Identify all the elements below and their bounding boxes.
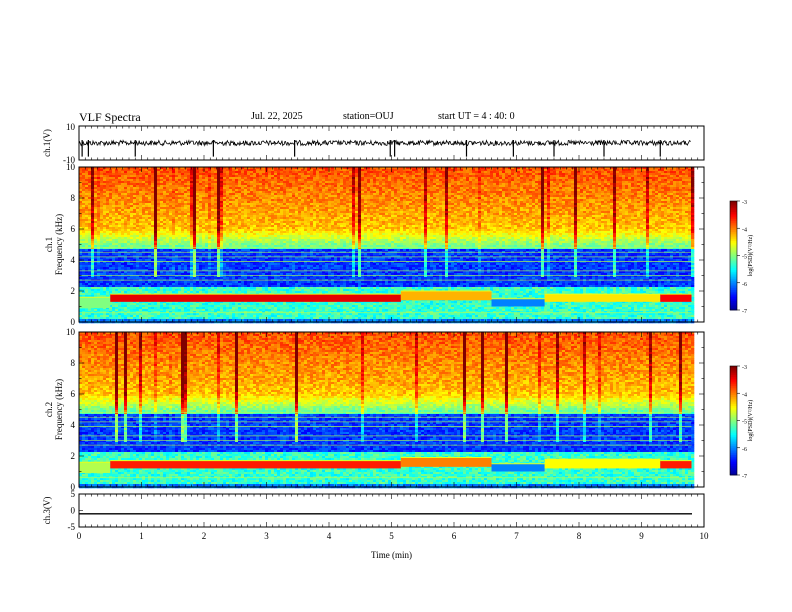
date-label: Jul. 22, 2025 [251,111,303,122]
psd-band-segment [110,294,401,302]
y-tick-label: -10 [63,155,75,165]
y-tick-label: 8 [71,358,76,368]
y-axis-label: ch.3(V) [42,497,52,525]
start-time-label: start UT = 4 : 40: 0 [438,111,515,122]
psd-band-segment [110,460,401,469]
y-tick-label: 4 [71,255,76,265]
psd-band-segment [491,298,545,307]
colorbar-tick-label: -3 [742,365,747,371]
colorbar-tick-label: -6 [742,282,747,288]
y-tick-label: 0 [71,317,76,327]
colorbar-tick-label: -5 [742,420,747,426]
station-label: station=OUJ [343,111,394,122]
y-axis-label: ch.1 [44,237,54,252]
x-tick-label: 8 [577,531,582,541]
y-tick-label: 2 [71,286,76,296]
y-tick-label: 6 [71,224,76,234]
x-tick-label: 9 [639,531,644,541]
psd-band-segment [400,291,492,301]
x-tick-label: 4 [327,531,332,541]
y-tick-label: 5 [71,489,76,499]
x-tick-label: 3 [264,531,269,541]
y-axis-label: ch.2 [44,402,54,417]
y-axis-label: ch.1(V) [42,129,52,157]
colorbar-tick-label: -3 [742,200,747,206]
ch1-spectrogram-panel: 0 2 4 6 8 10 ch.1 Frequency (kHz) -3 -4 -5 -6 -7 log(… [44,162,754,327]
x-tick-label: 0 [77,531,82,541]
y-tick-label: 6 [71,389,76,399]
psd-band-segment [544,459,661,469]
x-tick-label: 5 [389,531,394,541]
y-axis-label: Frequency (kHz) [54,214,64,275]
colorbar-tick-label: -6 [742,447,747,453]
colorbar-tick-label: -5 [742,255,747,261]
ch1-trace [78,139,691,147]
colorbar-label: log(PSD)(V²/Hz) [747,235,754,276]
psd-band-segment [79,297,111,309]
y-tick-label: 8 [71,193,76,203]
colorbar-tick-label: -7 [742,474,747,480]
y-tick-label: 0 [71,482,76,492]
y-tick-label: 10 [66,122,76,132]
psd-band-segment [79,462,111,474]
y-tick-label: 2 [71,451,76,461]
psd-band-segment [660,460,692,469]
psd-band-segment [491,463,545,472]
ch1-waveform-panel: 10 -10 ch.1(V) [42,122,705,165]
ch2-spectrogram-panel: 0 2 4 6 8 10 ch.2 Frequency (kHz) -3 -4 -5 -6 -7 log(… [44,327,754,492]
y-tick-label: 10 [66,162,76,172]
y-tick-label: 10 [66,327,76,337]
colorbar-label: log(PSD)(V²/Hz) [747,400,754,441]
psd-band-segment [400,457,492,467]
y-tick-label: -5 [68,522,76,532]
psd-band-segment [660,294,692,302]
colorbar-tick-label: -7 [742,309,747,315]
colorbar-tick-label: -4 [742,227,747,233]
x-tick-label: 2 [202,531,207,541]
y-tick-label: 0 [71,506,76,516]
y-tick-label: 4 [71,420,76,430]
psd-band-segment [544,294,661,302]
colorbar-tick-label: -4 [742,392,747,398]
x-tick-label: 1 [139,531,144,541]
x-tick-label: 10 [700,531,710,541]
colorbar: -3 -4 -5 -6 -7 log(PSD)(V²/Hz) [729,365,754,480]
x-tick-label: 7 [514,531,519,541]
x-tick-label: 6 [452,531,457,541]
colorbar: -3 -4 -5 -6 -7 log(PSD)(V²/Hz) [729,200,754,315]
x-axis-label: Time (min) [371,550,412,560]
figure-title: VLF Spectra [79,110,141,125]
y-axis-label: Frequency (kHz) [54,379,64,440]
